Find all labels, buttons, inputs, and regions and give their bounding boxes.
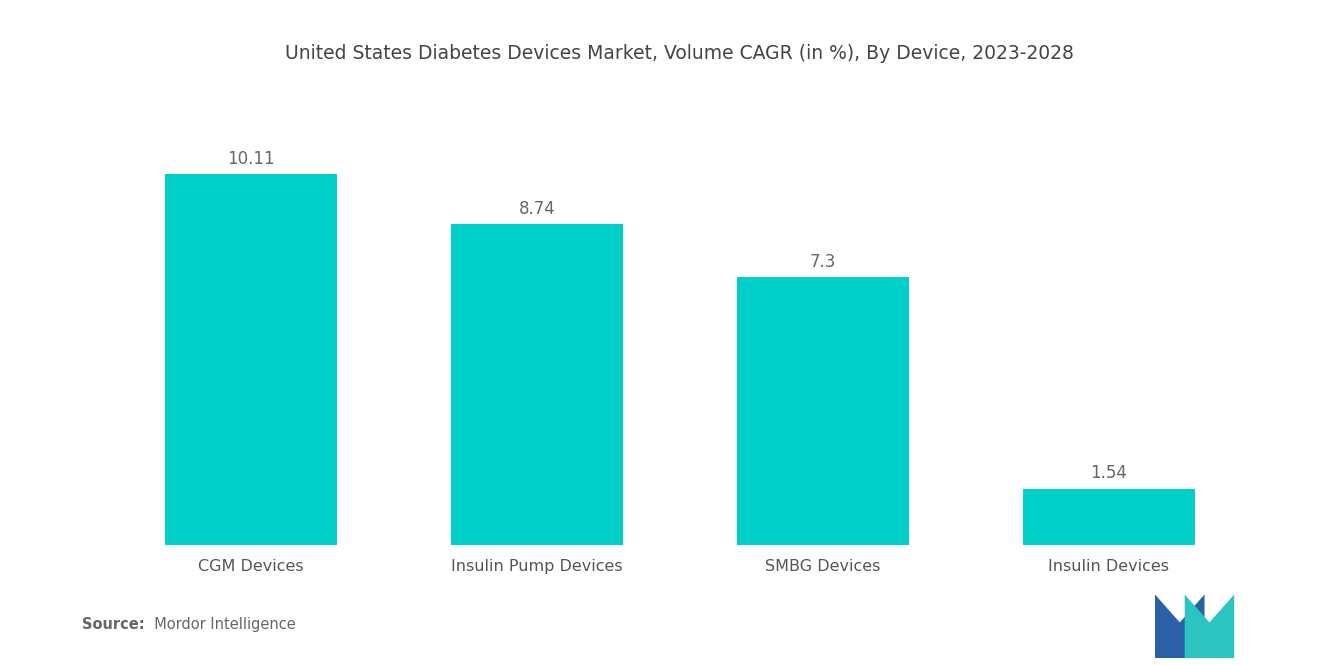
- Text: Mordor Intelligence: Mordor Intelligence: [145, 616, 296, 632]
- Bar: [451, 225, 623, 545]
- Text: 1.54: 1.54: [1090, 464, 1127, 482]
- Bar: [737, 277, 908, 545]
- Bar: [165, 174, 337, 545]
- Text: Source:: Source:: [82, 616, 144, 632]
- Text: 7.3: 7.3: [809, 253, 836, 271]
- Title: United States Diabetes Devices Market, Volume CAGR (in %), By Device, 2023-2028: United States Diabetes Devices Market, V…: [285, 44, 1074, 63]
- Polygon shape: [1185, 595, 1234, 658]
- Bar: [1023, 489, 1195, 545]
- Text: 10.11: 10.11: [227, 150, 275, 168]
- Text: 8.74: 8.74: [519, 200, 556, 218]
- Polygon shape: [1155, 595, 1204, 658]
